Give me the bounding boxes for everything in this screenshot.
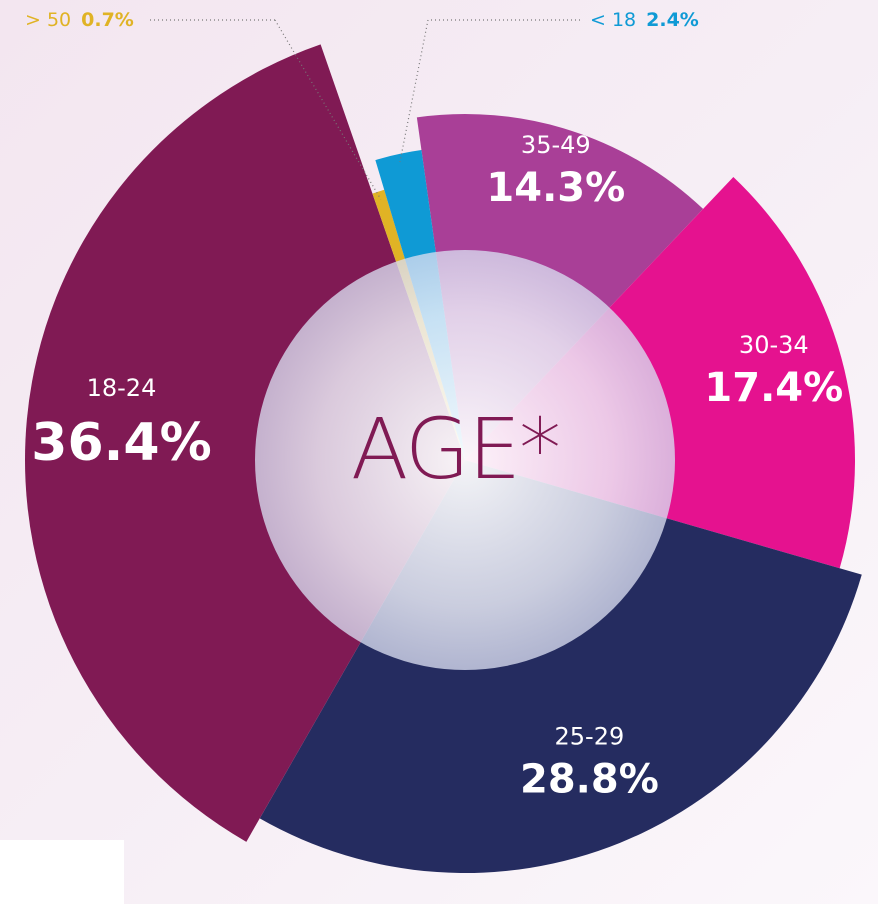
category-label: 30-34 [739, 331, 809, 359]
value-label: 17.4% [704, 365, 843, 411]
labels: 35-49 14.3% 30-34 17.4% 25-29 28.8% 18-24 36.4%… [25, 9, 843, 803]
leader-line [399, 19, 429, 163]
value-label: 36.4% [31, 413, 211, 473]
center-disc [255, 250, 675, 670]
slice [24, 44, 465, 842]
value-label: 14.3% [486, 165, 625, 211]
category-label: 18-24 [87, 374, 157, 402]
category-label: > 50 [25, 9, 71, 31]
value-label: 0.7% [81, 9, 134, 31]
category-label: 35-49 [521, 131, 591, 159]
callout-label: < 18 2.4% [590, 9, 699, 31]
center-label: AGE* [351, 400, 559, 498]
value-label: 28.8% [520, 756, 659, 802]
callout-label: > 50 0.7% [25, 9, 134, 31]
category-label: < 18 [590, 9, 636, 31]
leader-line [274, 19, 382, 200]
corner-panel [0, 840, 124, 904]
category-label: 25-29 [555, 722, 625, 750]
value-label: 2.4% [646, 9, 699, 31]
